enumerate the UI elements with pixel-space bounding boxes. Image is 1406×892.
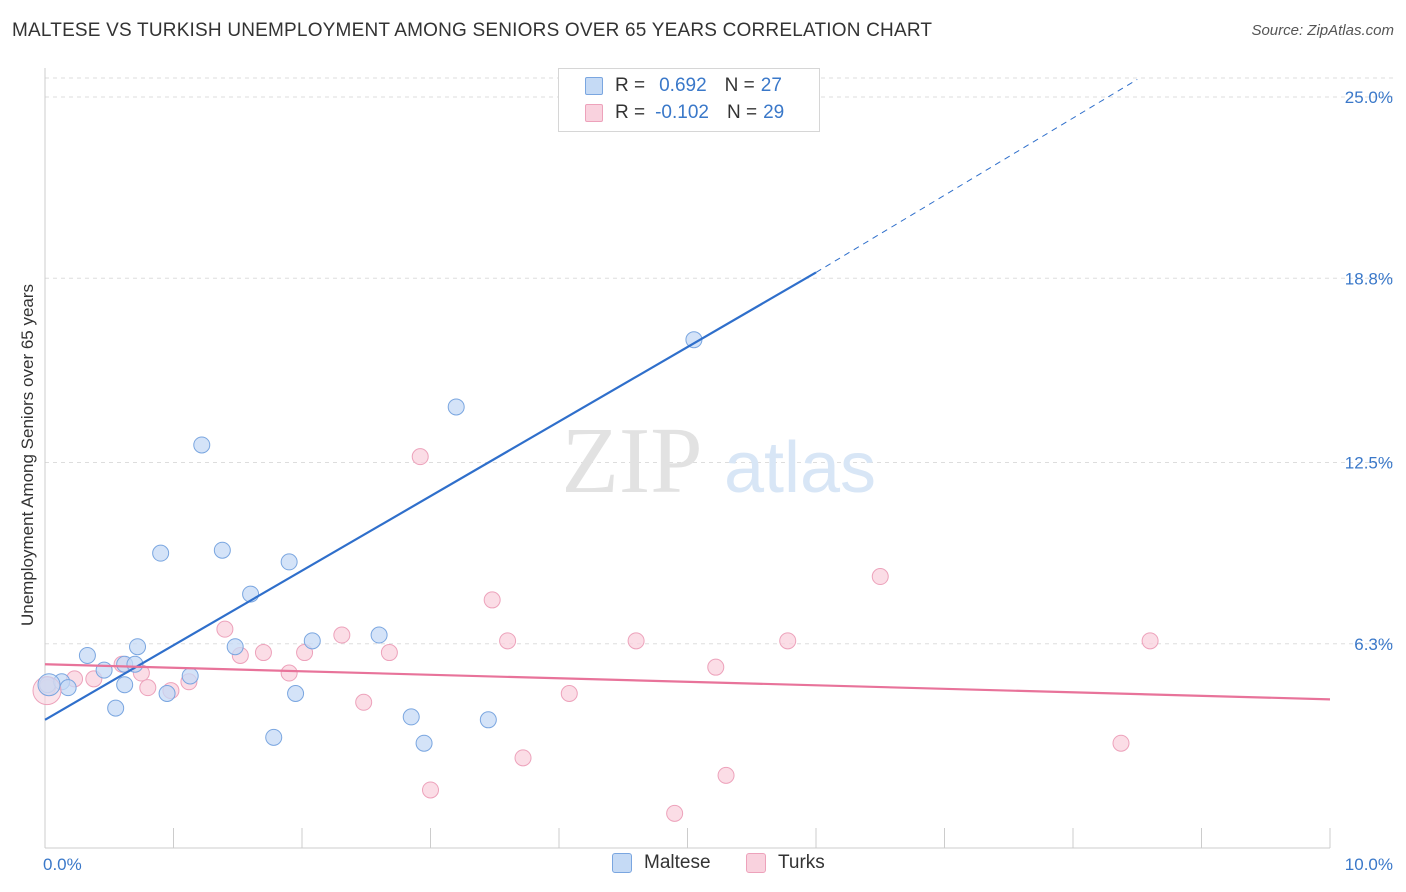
y-tick-labels: 6.3% 12.5% 18.8% 25.0% [1345, 88, 1393, 654]
y-tick-label: 6.3% [1354, 635, 1393, 654]
maltese-point [479, 711, 497, 729]
trend-lines [44, 79, 1331, 721]
maltese-point [129, 638, 147, 656]
chart-title: MALTESE VS TURKISH UNEMPLOYMENT AMONG SE… [12, 20, 933, 41]
source-label: Source: ZipAtlas.com [1251, 22, 1394, 39]
turks-point [666, 804, 684, 822]
maltese-point [95, 661, 113, 679]
turks-swatch [585, 104, 603, 122]
n-label: N = [724, 75, 755, 96]
maltese-point [116, 676, 134, 694]
maltese-point [152, 544, 170, 562]
turks-point [216, 620, 234, 638]
x-tick-label: 10.0% [1345, 855, 1393, 874]
legend-row-maltese: R = 0.692 N = 27 [585, 73, 782, 99]
n-value: 29 [763, 102, 785, 123]
n-value: 27 [760, 75, 782, 96]
maltese-trend-line [44, 271, 817, 721]
maltese-point [158, 684, 176, 702]
r-value: 0.692 [659, 75, 707, 96]
legend-row-turks: R = -0.102 N = 29 [585, 100, 784, 126]
maltese-swatch [585, 77, 603, 95]
maltese-point [226, 638, 244, 656]
maltese-point [402, 708, 420, 726]
turks-point [411, 448, 429, 466]
gridlines [45, 77, 1393, 645]
r-value: -0.102 [655, 102, 709, 123]
legend-label: Maltese [644, 852, 711, 873]
maltese-point [59, 679, 77, 697]
r-label: R = [615, 102, 646, 123]
turks-point [296, 644, 314, 662]
r-label: R = [615, 75, 646, 96]
x-tick-label: 0.0% [43, 855, 82, 874]
data-points [32, 331, 1159, 822]
turks-point [483, 591, 501, 609]
turks-point [380, 644, 398, 662]
turks-point [1141, 632, 1159, 650]
turks-point [1112, 734, 1130, 752]
x-tick-labels: 0.0% 10.0% [43, 855, 1393, 874]
axes [44, 68, 1331, 849]
maltese-trend-extension [815, 79, 1138, 273]
turks-swatch [746, 853, 766, 873]
turks-point [779, 632, 797, 650]
watermark-zip: ZIP [562, 409, 703, 513]
turks-point [333, 626, 351, 644]
maltese-point [287, 684, 305, 702]
turks-point [514, 749, 532, 767]
turks-trend-line [44, 663, 1331, 701]
maltese-point [370, 626, 388, 644]
watermark: ZIP atlas [562, 409, 877, 513]
turks-point [139, 679, 157, 697]
y-tick-label: 25.0% [1345, 88, 1393, 107]
turks-point [560, 684, 578, 702]
correlation-legend: R = 0.692 N = 27 R = -0.102 N = 29 [558, 68, 820, 132]
maltese-point [126, 655, 144, 673]
turks-point [422, 781, 439, 799]
maltese-point [415, 734, 433, 752]
maltese-point [265, 728, 283, 746]
turks-point [627, 632, 645, 650]
legend-item-turks: Turks [746, 852, 825, 874]
legend-label: Turks [778, 852, 825, 873]
watermark-atlas: atlas [724, 428, 876, 508]
maltese-point [181, 667, 199, 685]
maltese-swatch [612, 853, 632, 873]
turks-point [499, 632, 517, 650]
turks-point [871, 568, 889, 586]
maltese-point [280, 553, 298, 571]
y-tick-label: 18.8% [1345, 269, 1393, 288]
series-legend: Maltese Turks [0, 852, 1406, 878]
n-label: N = [726, 102, 758, 123]
legend-item-maltese: Maltese [612, 852, 711, 874]
maltese-point [107, 699, 125, 717]
turks-point [707, 658, 725, 676]
maltese-point [213, 541, 231, 559]
turks-point [717, 766, 735, 784]
maltese-point [37, 673, 61, 697]
maltese-point [447, 398, 465, 416]
maltese-point [193, 436, 211, 454]
turks-point [280, 664, 298, 682]
maltese-point [303, 632, 321, 650]
turks-point [355, 693, 373, 711]
maltese-point [78, 646, 96, 664]
y-tick-label: 12.5% [1345, 454, 1393, 473]
turks-point [254, 644, 272, 662]
